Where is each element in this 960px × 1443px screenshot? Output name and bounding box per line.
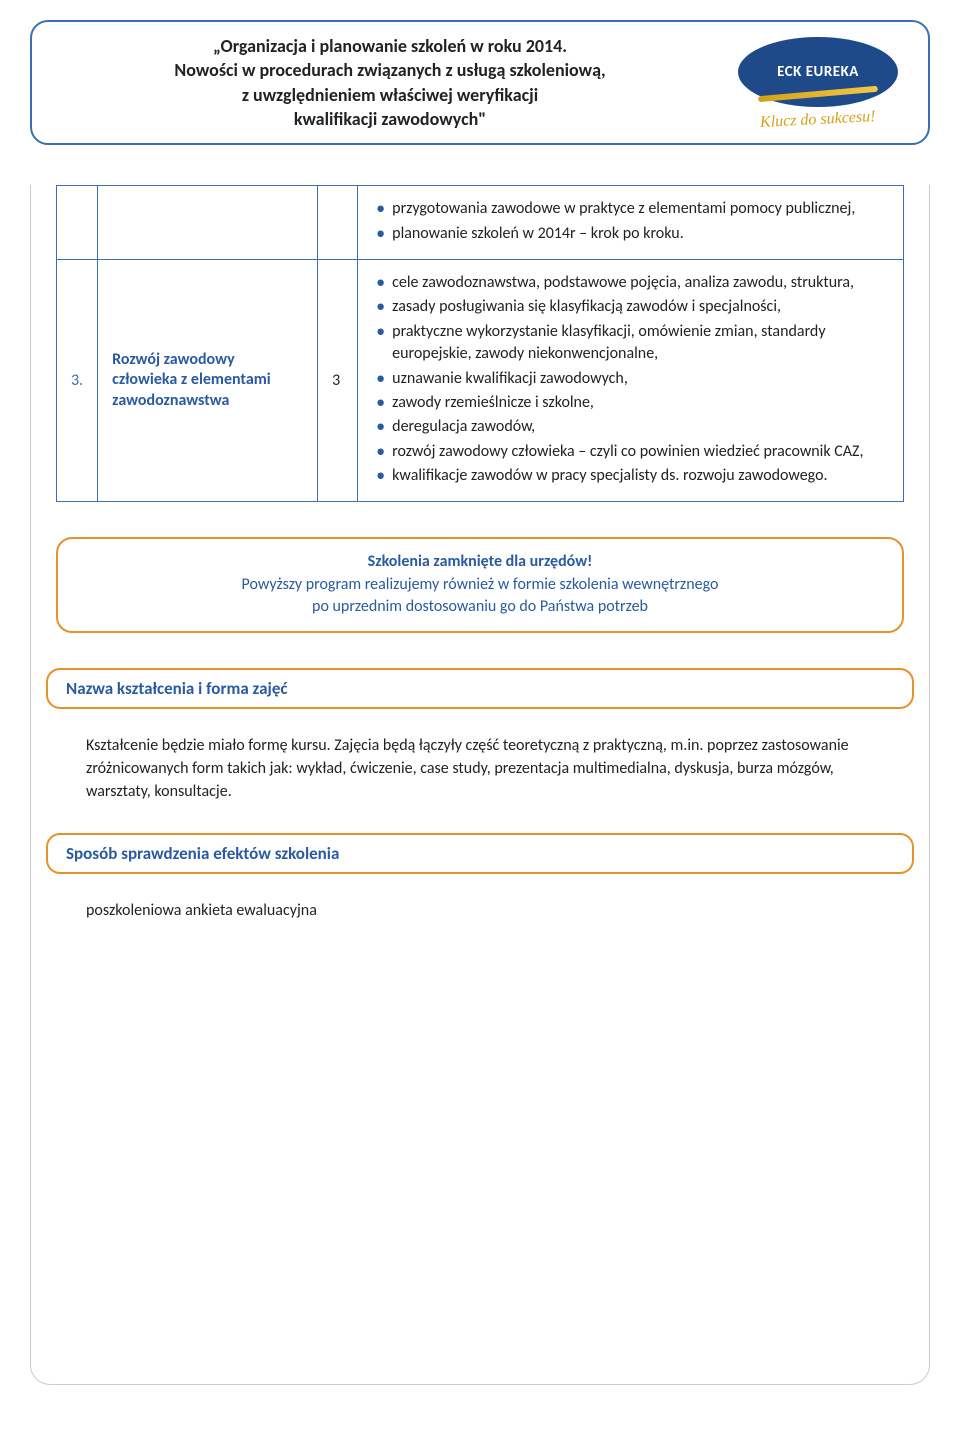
modules-table: przygotowania zawodowe w praktyce z elem… [56, 185, 904, 502]
cell-content: cele zawodoznawstwa, podstawowe pojęcia,… [358, 259, 904, 502]
cell-hours: 3 [318, 259, 358, 502]
bullet-item: uznawanie kwalifikacji zawodowych, [372, 368, 889, 390]
cell-title: Rozwój zawodowy człowieka z elementami z… [98, 259, 318, 502]
bubble-line1: Powyższy program realizujemy również w f… [242, 575, 719, 594]
section-label-2: Sposób sprawdzenia efektów szkolenia [46, 833, 914, 874]
bullet-item: rozwój zawodowy człowieka – czyli co pow… [372, 441, 889, 463]
bullet-item: przygotowania zawodowe w praktyce z elem… [372, 198, 889, 220]
bubble-line2: po uprzednim dostosowaniu go do Państwa … [312, 597, 648, 616]
logo-ellipse: ECK EUREKA [738, 37, 898, 107]
cell-hours-empty [318, 186, 358, 260]
bullet-item: cele zawodoznawstwa, podstawowe pojęcia,… [372, 272, 889, 294]
cell-num-empty [57, 186, 98, 260]
header-line4: kwalifikacji zawodowych" [294, 108, 486, 130]
bullet-item: zawody rzemieślnicze i szkolne, [372, 392, 889, 414]
header-line3: z uwzględnieniem właściwej weryfikacji [242, 84, 538, 106]
bullet-item: deregulacja zawodów, [372, 416, 889, 438]
cell-num: 3. [57, 259, 98, 502]
logo-swoosh [758, 85, 878, 101]
cell-title-empty [98, 186, 318, 260]
section-label-1: Nazwa kształcenia i forma zajęć [46, 668, 914, 709]
table-row: przygotowania zawodowe w praktyce z elem… [57, 186, 904, 260]
header-line2: Nowości w procedurach związanych z usług… [174, 59, 605, 81]
logo-text: ECK EUREKA [777, 63, 859, 81]
bullet-list: cele zawodoznawstwa, podstawowe pojęcia,… [372, 272, 889, 488]
bubble-title: Szkolenia zamknięte dla urzędów! [368, 552, 593, 571]
logo: ECK EUREKA Klucz do sukcesu! [728, 37, 908, 129]
header-line1: „Organizacja i planowanie szkoleń w roku… [213, 35, 567, 57]
table-row: 3. Rozwój zawodowy człowieka z elementam… [57, 259, 904, 502]
cell-content: przygotowania zawodowe w praktyce z elem… [358, 186, 904, 260]
bullet-item: praktyczne wykorzystanie klasyfikacji, o… [372, 321, 889, 366]
header-box: „Organizacja i planowanie szkoleń w roku… [30, 20, 930, 145]
content-frame: przygotowania zawodowe w praktyce z elem… [30, 185, 930, 1385]
section-body-2: poszkoleniowa ankieta ewaluacyjna [86, 899, 874, 922]
bullet-item: zasady posługiwania się klasyfikacją zaw… [372, 296, 889, 318]
logo-tagline: Klucz do sukcesu! [760, 108, 876, 132]
bullet-item: kwalifikacje zawodów w pracy specjalisty… [372, 465, 889, 487]
section-body-1: Kształcenie będzie miało formę kursu. Za… [86, 734, 874, 804]
info-bubble: Szkolenia zamknięte dla urzędów! Powyższ… [56, 537, 904, 632]
bullet-list: przygotowania zawodowe w praktyce z elem… [372, 198, 889, 245]
header-title: „Organizacja i planowanie szkoleń w roku… [52, 34, 728, 131]
page: „Organizacja i planowanie szkoleń w roku… [0, 0, 960, 1405]
bullet-item: planowanie szkoleń w 2014r – krok po kro… [372, 223, 889, 245]
